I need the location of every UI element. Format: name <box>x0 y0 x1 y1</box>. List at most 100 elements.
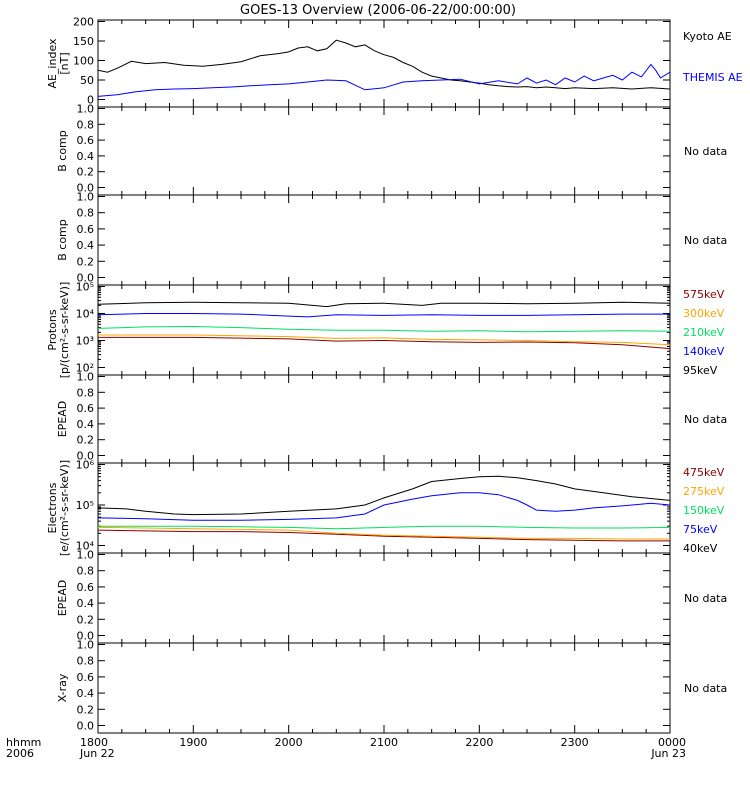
y-axis-label: B comp <box>56 219 69 261</box>
legend-label: THEMIS AE <box>682 71 743 84</box>
series-line-75kev <box>97 492 671 521</box>
series-line-kyoto-ae <box>97 39 671 90</box>
y-tick-label: 100 <box>73 55 94 68</box>
panel-5: 10⁴ 10⁵ 10⁶ Electrons [e/(cm²-s-sr-keV)] 475k… <box>46 459 725 557</box>
y-tick-label: 0.4 <box>77 418 95 431</box>
legend-label: 575keV <box>683 288 725 301</box>
y-axis-label: EPEAD <box>56 401 69 438</box>
panels: 0 50 100 150 200 AE_index [nT] Kyoto AE THEMIS A… <box>46 16 743 734</box>
y-tick-label: 10⁵ <box>76 281 94 294</box>
y-tick-label: 0.0 <box>77 720 95 733</box>
y-tick-label: 0.2 <box>77 434 95 447</box>
no-data-label: No data <box>684 234 727 247</box>
no-data-label: No data <box>684 682 727 695</box>
series-line-95kev <box>97 301 671 308</box>
y-tick-label: 10² <box>76 362 94 375</box>
panel-3: 10² 10³ 10⁴ 10⁵ Protons [p/(cm²-s-sr-keV)] 575… <box>46 281 725 379</box>
panel-frame <box>97 462 671 554</box>
y-tick-label: 1.0 <box>77 639 95 652</box>
y-tick-label: 0.8 <box>77 655 95 668</box>
y-tick-label: 10³ <box>76 335 94 348</box>
series-line-150kev <box>98 525 671 530</box>
y-tick-label: 0.6 <box>77 671 95 684</box>
series-line-themis-ae <box>97 63 671 97</box>
y-axis-label: EPEAD <box>56 580 69 617</box>
y-tick-label: 0.0 <box>77 272 95 285</box>
y-tick-label: 1.0 <box>77 371 95 384</box>
legend-label: 140keV <box>683 345 725 358</box>
y-tick-label: 0.8 <box>77 565 95 578</box>
figure-title: GOES-13 Overview (2006-06-22/00:00:00) <box>240 3 516 18</box>
no-data-label: No data <box>684 145 727 158</box>
y-tick-label: 0.0 <box>77 630 95 643</box>
x-date-label: Jun 23 <box>650 747 686 760</box>
y-axis-label: [nT] <box>58 52 71 74</box>
no-data-label: No data <box>684 413 727 426</box>
panel-6: 0.0 0.2 0.4 0.6 0.8 1.0 EPEAD No data <box>56 549 727 644</box>
y-axis-label: Electrons <box>46 482 59 533</box>
y-tick-label: 1.0 <box>77 549 95 562</box>
y-tick-label: 50 <box>80 74 94 87</box>
panel-1: 0.0 0.2 0.4 0.6 0.8 1.0 B comp No data <box>56 103 727 196</box>
y-tick-label: 0.2 <box>77 255 95 268</box>
panel-2: 0.0 0.2 0.4 0.6 0.8 1.0 B comp No data <box>56 191 727 286</box>
y-tick-label: 0.4 <box>77 687 95 700</box>
series-line-575kev <box>98 336 671 350</box>
y-tick-label: 1.0 <box>77 103 95 116</box>
y-axis-label: B comp <box>56 130 69 172</box>
y-tick-label: 1.0 <box>77 191 95 204</box>
x-year-label: 2006 <box>6 747 34 760</box>
panel-frame <box>97 374 671 464</box>
x-date-label: Jun 22 <box>79 747 115 760</box>
y-tick-label: 0.2 <box>77 613 95 626</box>
y-tick-label: 0.2 <box>77 166 95 179</box>
series-line-300kev <box>98 334 671 346</box>
legend-label: 40keV <box>683 542 718 555</box>
y-tick-label: 0.6 <box>77 581 95 594</box>
panel-0: 0 50 100 150 200 AE_index [nT] Kyoto AE THEMIS A… <box>46 16 743 108</box>
legend-label: 75keV <box>683 523 718 536</box>
series-line-140kev <box>97 313 670 318</box>
y-tick-label: 0.8 <box>77 386 95 399</box>
y-tick-label: 10⁴ <box>76 540 95 553</box>
y-tick-label: 0.4 <box>77 150 95 163</box>
y-tick-label: 150 <box>73 35 94 48</box>
y-tick-label: 0.8 <box>77 207 95 220</box>
y-tick-label: 10⁶ <box>76 459 95 472</box>
panel-4: 0.0 0.2 0.4 0.6 0.8 1.0 EPEAD No data <box>56 371 727 464</box>
y-tick-label: 0.4 <box>77 239 95 252</box>
x-tick-label: 1900 <box>179 736 207 749</box>
y-tick-label: 0.0 <box>77 450 95 463</box>
x-tick-label: 2200 <box>465 736 493 749</box>
x-tick-label: 2000 <box>275 736 303 749</box>
y-axis-label: AE_index <box>46 38 59 89</box>
y-tick-label: 0.6 <box>77 134 95 147</box>
y-tick-label: 0.8 <box>77 118 95 131</box>
no-data-label: No data <box>684 592 727 605</box>
legend-label: 275keV <box>683 485 725 498</box>
y-tick-label: 0.0 <box>77 182 95 195</box>
x-tick-label: 2300 <box>561 736 589 749</box>
y-axis-label: [e/(cm²-s-sr-keV)] <box>58 460 71 556</box>
series-line-40kev <box>97 475 671 516</box>
x-units-label: hhmm <box>6 736 41 749</box>
y-axis-label: [p/(cm²-s-sr-keV)] <box>58 282 71 379</box>
series-line-210kev <box>97 325 671 333</box>
legend-label: Kyoto AE <box>683 30 732 43</box>
panel-frame <box>97 552 671 644</box>
x-tick-label: 0000 <box>658 736 686 749</box>
x-tick-label: 2100 <box>370 736 398 749</box>
panel-frame <box>97 106 671 196</box>
y-tick-label: 0.6 <box>77 402 95 415</box>
panel-frame <box>97 19 671 108</box>
legend-label: 210keV <box>683 326 725 339</box>
panel-frame <box>97 194 671 286</box>
legend-label: 95keV <box>683 364 718 377</box>
y-tick-label: 0 <box>87 94 94 107</box>
y-tick-label: 10⁴ <box>76 308 95 321</box>
y-tick-label: 200 <box>73 16 94 29</box>
panel-frame <box>97 642 671 734</box>
y-tick-label: 0.2 <box>77 703 95 716</box>
